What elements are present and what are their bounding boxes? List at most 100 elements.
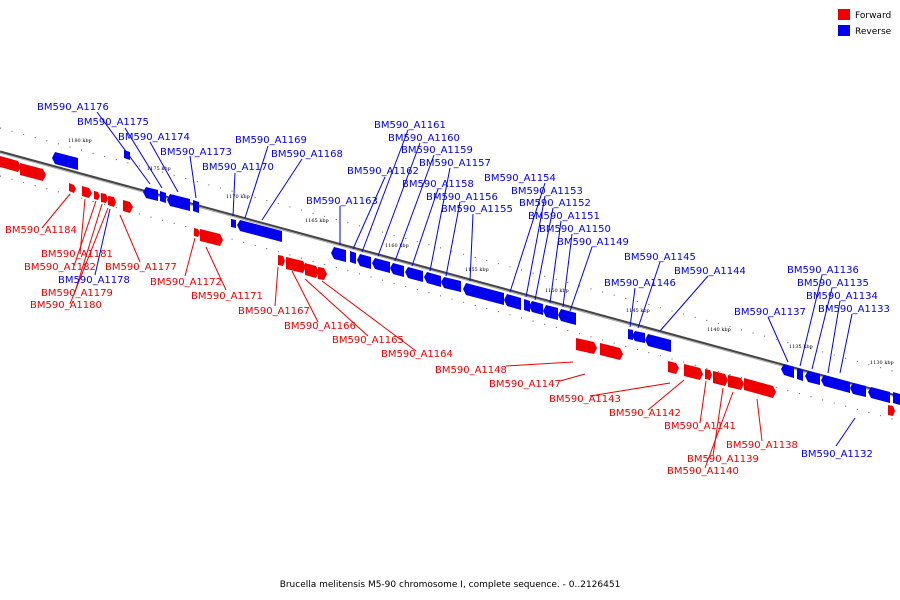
gene-block[interactable] [167,194,190,211]
gene-label[interactable]: BM590_A1177 [105,262,177,273]
gene-label[interactable]: BM590_A1149 [557,237,629,248]
gene-block[interactable] [237,220,282,242]
gene-label[interactable]: BM590_A1180 [30,300,102,311]
gene-block[interactable] [504,294,521,310]
gene-label[interactable]: BM590_A1139 [687,454,759,465]
gene-label[interactable]: BM590_A1144 [674,266,746,277]
gene-label[interactable]: BM590_A1142 [609,408,681,419]
gene-block[interactable] [543,305,558,320]
gene-block[interactable] [600,343,623,360]
gene-block[interactable] [668,361,679,374]
gene-label[interactable]: BM590_A1176 [37,102,109,113]
gene-block[interactable] [713,371,728,386]
gene-block[interactable] [558,309,576,325]
gene-block[interactable] [705,369,712,380]
gene-block[interactable] [797,368,803,381]
gene-label[interactable]: BM590_A1182 [24,262,96,273]
gene-label[interactable]: BM590_A1143 [549,394,621,405]
gene-label[interactable]: BM590_A1135 [797,278,869,289]
gene-label[interactable]: BM590_A1161 [374,120,446,131]
gene-label[interactable]: BM590_A1174 [118,132,190,143]
gene-block[interactable] [868,387,890,403]
gene-block[interactable] [200,229,223,246]
gene-block[interactable] [331,247,346,262]
gene-block[interactable] [632,331,645,343]
gene-label[interactable]: BM590_A1178 [58,275,130,286]
gene-label[interactable]: BM590_A1141 [664,421,736,432]
gene-label[interactable]: BM590_A1172 [150,277,222,288]
gene-label[interactable]: BM590_A1175 [77,117,149,128]
gene-block[interactable] [278,255,285,266]
gene-block[interactable] [463,283,504,305]
gene-block[interactable] [194,228,200,237]
gene-block[interactable] [82,186,92,198]
gene-label[interactable]: BM590_A1160 [388,133,460,144]
gene-block[interactable] [424,272,441,287]
gene-label[interactable]: BM590_A1132 [801,449,873,460]
gene-block[interactable] [357,254,371,269]
gene-label[interactable]: BM590_A1165 [332,335,404,346]
gene-label[interactable]: BM590_A1134 [806,291,878,302]
gene-block[interactable] [390,263,404,277]
gene-label[interactable]: BM590_A1147 [489,379,561,390]
gene-block[interactable] [101,193,108,203]
gene-block[interactable] [94,191,100,200]
gene-block[interactable] [529,301,543,315]
gene-block[interactable] [143,187,158,201]
gene-label[interactable]: BM590_A1169 [235,135,307,146]
gene-block[interactable] [405,267,423,282]
gene-block[interactable] [576,338,597,354]
gene-block[interactable] [286,257,306,273]
gene-label[interactable]: BM590_A1148 [435,365,507,376]
gene-block[interactable] [0,156,21,172]
gene-label[interactable]: BM590_A1156 [426,192,498,203]
gene-block[interactable] [893,392,900,405]
gene-block[interactable] [20,163,46,181]
gene-label[interactable]: BM590_A1179 [41,288,113,299]
gene-block[interactable] [52,152,78,170]
gene-block[interactable] [193,200,199,213]
gene-label[interactable]: BM590_A1145 [624,252,696,263]
gene-block[interactable] [628,329,633,340]
gene-block[interactable] [318,267,327,280]
gene-label[interactable]: BM590_A1170 [202,162,274,173]
gene-label[interactable]: BM590_A1152 [519,198,591,209]
gene-label[interactable]: BM590_A1157 [419,158,491,169]
gene-block[interactable] [781,364,794,378]
gene-label[interactable]: BM590_A1167 [238,306,310,317]
gene-label[interactable]: BM590_A1168 [271,149,343,160]
gene-label[interactable]: BM590_A1173 [160,147,232,158]
gene-block[interactable] [744,378,776,398]
gene-block[interactable] [124,150,130,160]
gene-block[interactable] [645,334,671,352]
gene-label[interactable]: BM590_A1163 [306,196,378,207]
gene-label[interactable]: BM590_A1136 [787,265,859,276]
gene-block[interactable] [160,191,166,203]
gene-label[interactable]: BM590_A1138 [726,440,798,451]
gene-block[interactable] [821,375,850,393]
gene-block[interactable] [441,277,461,292]
gene-block[interactable] [524,299,530,312]
gene-block[interactable] [350,251,356,264]
gene-block[interactable] [372,258,390,273]
gene-label[interactable]: BM590_A1151 [528,211,600,222]
gene-block[interactable] [684,364,703,380]
gene-label[interactable]: BM590_A1159 [401,145,473,156]
gene-block[interactable] [123,200,133,213]
gene-label[interactable]: BM590_A1133 [818,304,890,315]
gene-label[interactable]: BM590_A1146 [604,278,676,289]
gene-block[interactable] [108,196,116,207]
gene-label[interactable]: BM590_A1164 [381,349,453,360]
gene-block[interactable] [850,383,866,397]
gene-label[interactable]: BM590_A1158 [402,179,474,190]
gene-label[interactable]: BM590_A1154 [484,173,556,184]
gene-block[interactable] [888,405,895,416]
gene-label[interactable]: BM590_A1181 [41,249,113,260]
gene-block[interactable] [69,183,76,193]
gene-label[interactable]: BM590_A1171 [191,291,263,302]
gene-label[interactable]: BM590_A1153 [511,186,583,197]
gene-block[interactable] [231,219,236,228]
gene-block[interactable] [305,263,319,278]
gene-block[interactable] [805,371,820,385]
gene-label[interactable]: BM590_A1184 [5,225,77,236]
